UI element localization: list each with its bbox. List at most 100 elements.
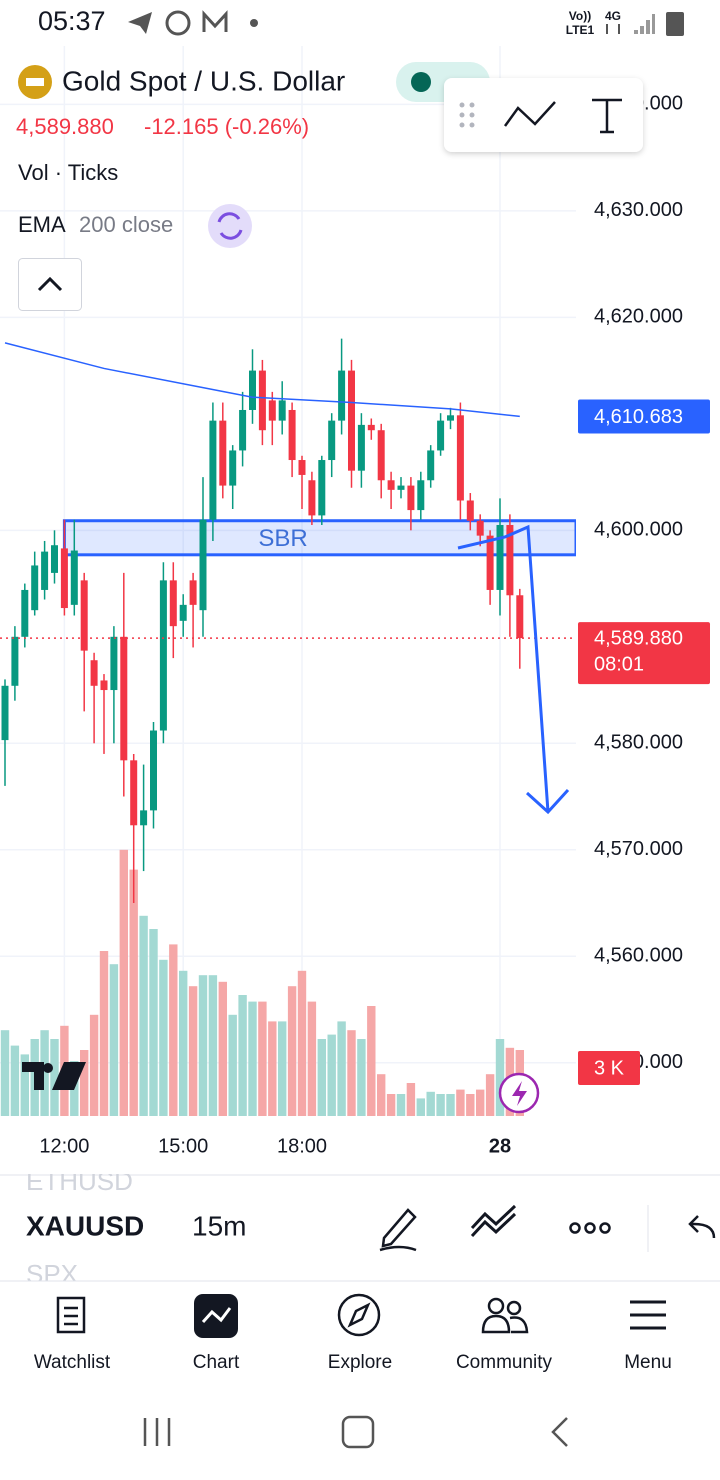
y-tick-label: 4,630.000 (594, 199, 683, 221)
candle-body (516, 595, 524, 639)
icon (165, 10, 191, 36)
candle-body (110, 636, 118, 691)
volume-bar (20, 1054, 29, 1116)
x-tick-label: 12:00 (39, 1135, 89, 1157)
nav-label[interactable]: Community (456, 1352, 553, 1373)
candle-body (31, 565, 39, 611)
volume-bar (129, 869, 138, 1116)
candle-body (150, 730, 157, 811)
candle-body (486, 535, 494, 590)
icon (217, 212, 243, 240)
candle-body (466, 500, 474, 521)
candle-body (179, 604, 187, 621)
draw-button[interactable] (379, 1208, 417, 1252)
candle-body (407, 485, 415, 511)
volume-bar (159, 959, 168, 1116)
candle-body (496, 524, 504, 590)
candle-body (298, 460, 306, 475)
status-text: Vo)) (569, 9, 591, 23)
volume-bar (179, 970, 188, 1116)
volume-bar (327, 1034, 336, 1116)
y-tick-label: 4,600.000 (594, 519, 683, 541)
home-button[interactable] (341, 1415, 375, 1449)
indicator-params: 200 close (79, 212, 173, 237)
price-label: 4,589.880 (594, 627, 683, 649)
recents-button[interactable] (143, 1418, 171, 1446)
candle-body (397, 485, 405, 490)
status-bar (0, 0, 720, 46)
volume-bar (347, 1030, 356, 1116)
candle-body (387, 480, 395, 490)
candle-body (51, 545, 58, 573)
volume-bar (169, 944, 178, 1116)
y-tick-label: 4,580.000 (594, 732, 683, 754)
candle-body (249, 370, 256, 410)
indicator-label[interactable]: Vol · Ticks (18, 160, 118, 185)
volume-bar (0, 1030, 10, 1116)
candle-body (80, 580, 88, 651)
indicator-loader[interactable] (208, 204, 252, 248)
icon (37, 276, 63, 292)
volume-bar (238, 995, 247, 1116)
candle-body (1, 685, 9, 741)
icon (128, 12, 152, 34)
volume-bar (307, 1001, 317, 1116)
nav-label[interactable]: Chart (193, 1352, 240, 1373)
price-change: -12.165 (-0.26%) (144, 114, 309, 139)
interval-picker[interactable]: 15m (192, 1210, 246, 1241)
trend-tool[interactable] (503, 101, 556, 127)
x-tick-label: 28 (489, 1135, 511, 1157)
candle-body (140, 810, 148, 826)
candle-body (209, 420, 217, 520)
volume-bar (139, 915, 148, 1116)
indicator-label[interactable]: EMA (18, 212, 66, 237)
candle-body (427, 450, 435, 481)
candle-body (70, 550, 78, 605)
drag-handle[interactable] (459, 102, 475, 128)
collapse-button[interactable] (18, 258, 82, 311)
volume-bar (377, 1074, 386, 1116)
bottom-nav: Watchlist Chart Explore Community Menu (34, 1352, 672, 1373)
x-tick-label: 15:00 (158, 1135, 208, 1157)
mask (0, 1166, 360, 1174)
symbol-picker[interactable]: XAUUSD (26, 1210, 144, 1241)
nav-label[interactable]: Menu (624, 1352, 672, 1373)
candle-body (348, 370, 355, 471)
candle-body (189, 580, 197, 605)
candle-body (159, 580, 167, 731)
volume-bar (89, 1014, 99, 1116)
candle-body (318, 460, 326, 516)
volume-bar (119, 849, 128, 1116)
y-tick-label: 4,560.000 (594, 945, 683, 967)
candle-body (417, 480, 425, 511)
volume-bar (287, 986, 297, 1116)
icon (250, 19, 258, 27)
back-button[interactable] (551, 1417, 568, 1447)
clock: 05:37 (38, 6, 106, 36)
candle-body (437, 420, 445, 451)
volume-bar (396, 1094, 406, 1116)
volume-bar (268, 1021, 277, 1116)
volume-bar (99, 951, 109, 1116)
logo (43, 1063, 53, 1073)
more-button[interactable] (569, 1222, 611, 1234)
volume-bar (297, 970, 307, 1116)
undo-button[interactable] (688, 1215, 716, 1239)
candle-body (219, 420, 227, 486)
volume-bar (248, 1001, 257, 1116)
candle-body (338, 370, 346, 421)
candle-body (377, 430, 385, 481)
volume-bar (109, 964, 119, 1116)
nav-label[interactable]: Watchlist (34, 1352, 111, 1373)
nav-icon (347, 1302, 371, 1328)
nav-label[interactable]: Explore (328, 1352, 392, 1373)
volume-bar (278, 1021, 287, 1116)
y-tick-label: 4,570.000 (594, 838, 683, 860)
candle-body (447, 415, 454, 421)
text-tool[interactable] (592, 98, 622, 134)
indicators-button[interactable] (470, 1204, 517, 1238)
logo (22, 1062, 86, 1090)
nav-icon (337, 1293, 381, 1337)
